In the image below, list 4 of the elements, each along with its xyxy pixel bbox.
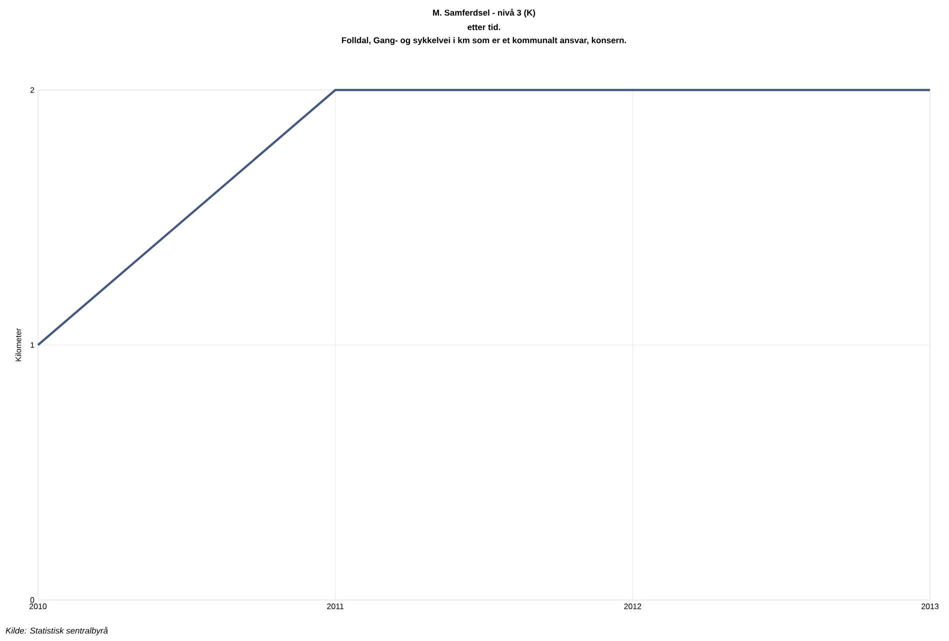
text: Folldal, Gang- og sykkelvei i km som er et kommunalt ansvar, konsern. xyxy=(342,37,626,45)
text: Kilde: Statistisk sentralbyrå xyxy=(6,626,108,636)
chart-subtitle: etter tid. xyxy=(468,24,500,30)
chart-title: M. Samferdsel - nivå 3 (K) xyxy=(433,8,536,18)
